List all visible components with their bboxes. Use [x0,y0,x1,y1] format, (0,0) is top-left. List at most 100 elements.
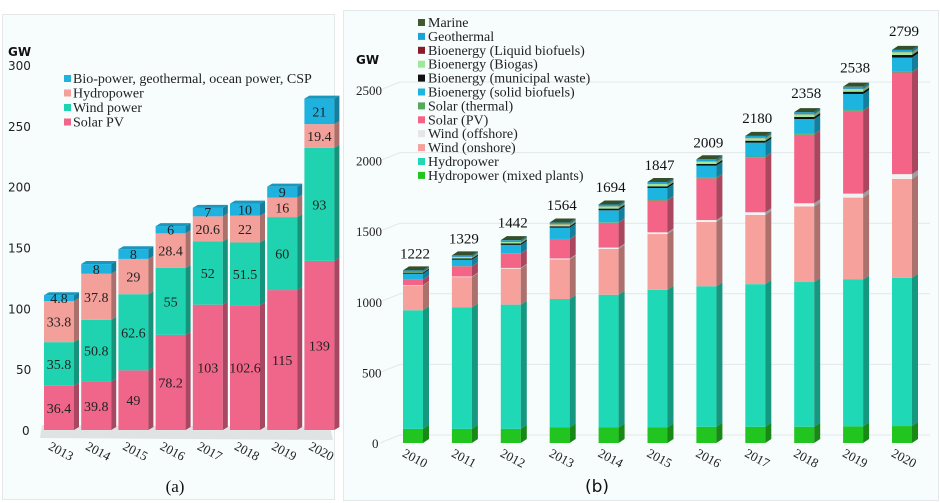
bar-segment-geothermal [598,204,619,207]
bar-segment-hydropower [500,304,521,429]
bar-segment-solar-pv [155,334,186,430]
bar-segment-bioenergy-solid-biofuels [647,187,668,200]
bar-side-hydropower-mixed-plants [716,422,723,443]
data-label: 7 [204,206,211,221]
bar-side-wind-power [260,239,265,306]
bar-side-wind-offshore [520,263,527,269]
bar-side-marine [814,108,821,113]
bar-side-bioenergy-municipal-waste [716,159,723,166]
bar-side-solar-thermal [423,275,429,280]
bar-segment-bioenergy-solid-biofuels [794,119,815,134]
bar-segment-wind-power [118,294,149,371]
y-axis-label: GW [8,45,31,59]
bar-side-solar-pv [260,302,265,430]
y-tick-label: 50 [16,363,31,377]
bar-segment-hydropower [403,310,423,429]
bar-segment-geothermal [451,255,472,257]
legend-label: Hydropower (mixed plants) [428,169,584,184]
bar-side-bioenergy-biogas [423,267,429,273]
bar-group-2016: 78.2 55 28.4 6 [155,223,191,430]
bar-side-bio-power-geothermal-ocean-power-csp [74,292,79,302]
legend-swatch-solar-pv [64,118,71,126]
bar-segment-solar-thermal [892,71,912,73]
bar-side-geothermal [667,178,674,184]
legend-swatch-solar-thermal [418,102,425,110]
bar-segment-hydropower [745,284,766,427]
bar-segment-geothermal [745,135,766,138]
legend-swatch-bioenergy-liquid-biofuels [418,46,425,54]
legend-label: Bioenergy (Biogas) [428,58,538,73]
bar-segment-bio-power-geothermal-ocean-power-csp [192,207,223,217]
data-label: 93 [312,198,326,213]
bar-side-hydropower-mixed-plants [471,424,478,443]
bar-top-face [230,200,265,204]
bar-side-wind-offshore [716,216,723,223]
bar-side-marine [520,236,527,241]
bar-side-wind-offshore [863,189,870,198]
bar-segment-hydropower [267,197,298,218]
data-label: 4.8 [50,292,68,307]
bar-side-bioenergy-solid-biofuels [863,89,870,111]
bar-segment-bio-power-geothermal-ocean-power-csp [304,98,335,125]
legend-swatch-bioenergy-biogas [418,60,425,68]
bar-side-bioenergy-solid-biofuels [912,53,918,72]
bar-segment-bioenergy-biogas [549,224,570,227]
bar-group-2013: 1564 [547,198,577,443]
bar-segment-wind-onshore [549,259,570,299]
bar-side-bioenergy-solid-biofuels [765,138,772,157]
bar-side-hydropower [471,303,478,429]
y-axis-label: GW [356,53,379,67]
bar-side-hydropower [716,282,723,427]
bar-side-bio-power-geothermal-ocean-power-csp [334,95,340,125]
bar-side-marine [765,131,772,136]
bar-side-hydropower-mixed-plants [618,423,625,443]
bar-segment-solar-pv [696,178,717,221]
bar-side-hydropower [569,294,576,428]
bar-side-wind-offshore [912,170,918,179]
data-label: 21 [312,105,326,120]
bar-segment-hydropower-mixed-plants [500,428,521,443]
legend-swatch-bio-power-geothermal-ocean-power-csp [64,75,71,82]
legend-label: Wind power [73,101,142,116]
bar-segment-bioenergy-solid-biofuels [745,142,766,157]
bar-segment-solar-thermal [598,222,619,223]
gridline [379,81,930,91]
bar-group-2013: 36.4 35.8 33.8 4.8 [44,292,79,430]
bar-side-bioenergy-biogas [716,157,723,164]
data-label: 51.5 [233,268,258,283]
data-label: 10 [238,204,252,219]
bar-side-solar-thermal [814,129,821,135]
legend-swatch-geothermal [418,32,425,40]
bar-side-hydropower [111,270,117,320]
x-tick-label: 2015 [645,445,675,470]
data-label: 29 [126,271,140,286]
x-tick-label: 2014 [596,445,626,471]
bar-side-bioenergy-solid-biofuels [423,269,429,280]
data-label: 37.8 [84,291,109,306]
bar-side-bioenergy-solid-biofuels [814,115,821,134]
bar-side-hydropower [912,273,918,427]
bar-segment-bio-power-geothermal-ocean-power-csp [118,249,149,259]
bar-side-hydropower [185,230,191,268]
bar-side-wind-onshore [569,255,576,299]
legend-swatch-wind-onshore [418,144,425,152]
bar-side-hydropower-mixed-plants [569,423,576,443]
data-label: 39.8 [84,400,109,415]
bar-side-wind-power [334,144,340,261]
bar-segment-hydropower-mixed-plants [843,426,864,443]
bar-side-solar-pv [863,107,870,194]
legend-label: Solar (thermal) [428,99,513,114]
bar-side-bioenergy-solid-biofuels [618,206,625,223]
bar-segment-hydropower-mixed-plants [794,426,815,443]
bar-segment-bioenergy-municipal-waste [500,243,521,245]
bar-side-solar-pv [334,257,340,430]
bar-segment-bioenergy-solid-biofuels [403,273,423,280]
bar-segment-hydropower-mixed-plants [451,428,472,443]
bar-side-bioenergy-solid-biofuels [667,183,674,200]
bar-side-hydropower [814,278,821,427]
bar-top-face [598,200,625,205]
bar-side-geothermal [618,200,625,207]
bar-side-hydropower-mixed-plants [765,422,772,443]
